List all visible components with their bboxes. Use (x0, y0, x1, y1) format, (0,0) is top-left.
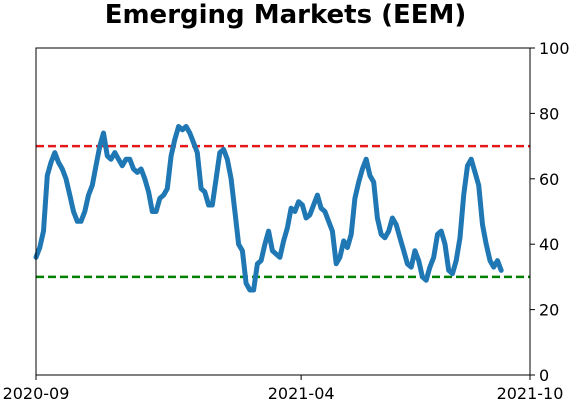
x-tick-label: 2021-04 (268, 384, 335, 402)
y-tick-label: 100 (539, 39, 570, 58)
y-tick-label: 0 (539, 366, 549, 385)
plot-frame (35, 47, 531, 376)
x-tick-label: 2021-10 (497, 384, 564, 402)
plot-layer (33, 124, 530, 293)
x-tick-label: 2020-09 (3, 384, 70, 402)
y-tick-label: 60 (539, 170, 559, 189)
y-tick-label: 20 (539, 301, 559, 320)
y-tick-label: 80 (539, 104, 559, 123)
axis-layer: 0 20 40 60 80 100 2020-09 2021-04 2021-10 (3, 39, 570, 402)
chart-title: Emerging Markets (EEM) (104, 0, 467, 30)
y-tick-label: 40 (539, 235, 559, 254)
series-line (33, 124, 504, 293)
